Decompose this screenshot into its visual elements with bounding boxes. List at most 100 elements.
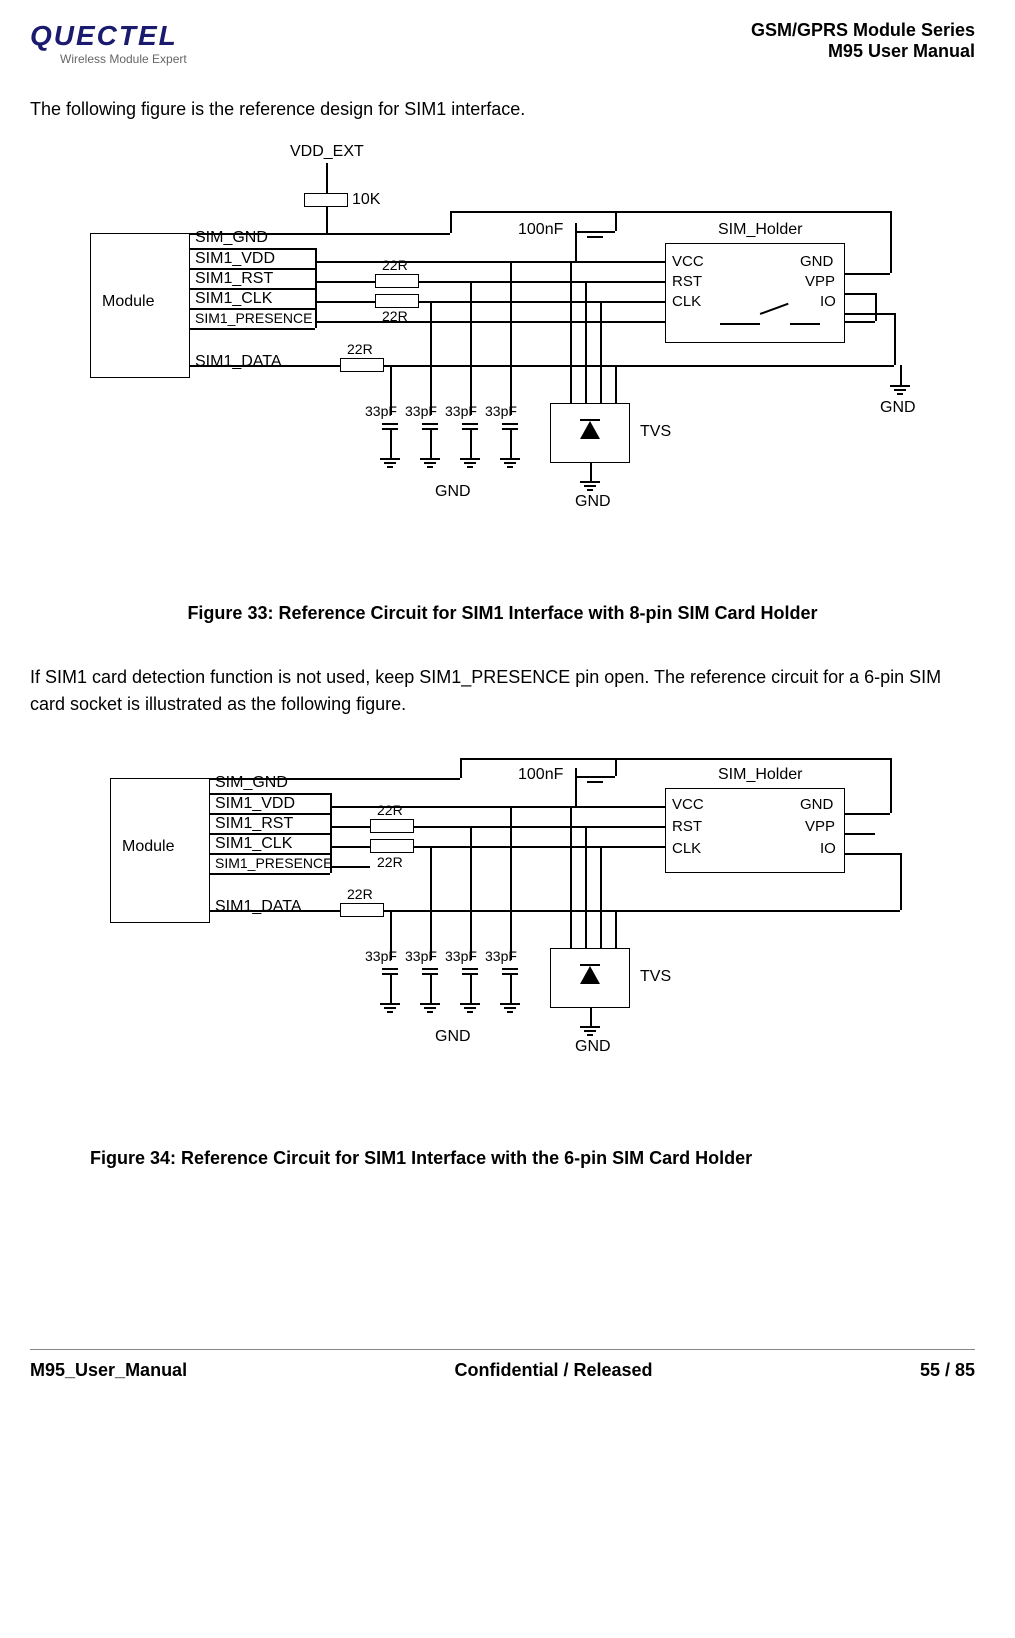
wire <box>575 231 587 233</box>
holder-rst: RST <box>672 818 702 835</box>
wire <box>845 293 875 295</box>
figure-34-diagram: Module SIM_GND SIM1_VDD SIM1_RST SIM1_CL… <box>30 738 975 1128</box>
wire <box>460 758 462 778</box>
resistor-22r-rst <box>370 819 414 833</box>
wire <box>414 826 665 828</box>
resistor-22r-rst <box>375 274 419 288</box>
wire <box>450 211 890 213</box>
header-right: GSM/GPRS Module Series M95 User Manual <box>751 20 975 62</box>
tvs-label: TVS <box>640 423 671 441</box>
wire <box>190 365 340 367</box>
sig-sim1-vdd: SIM1_VDD <box>195 250 275 268</box>
wire <box>845 813 890 815</box>
wire <box>900 365 902 385</box>
holder-vcc: VCC <box>672 796 704 813</box>
gnd-caps: GND <box>435 483 471 501</box>
wire <box>330 846 370 848</box>
holder-io: IO <box>820 293 836 310</box>
holder-rst: RST <box>672 273 702 290</box>
wire <box>450 211 452 233</box>
wire <box>600 301 602 403</box>
wire <box>470 973 472 1003</box>
wire <box>585 826 587 948</box>
wire <box>510 973 512 1003</box>
wire <box>315 281 375 283</box>
wire <box>890 211 892 273</box>
wire <box>470 826 472 960</box>
holder-clk: CLK <box>672 293 701 310</box>
gnd-tvs: GND <box>575 493 611 511</box>
mid-text: If SIM1 card detection function is not u… <box>30 664 975 718</box>
wire <box>845 833 875 835</box>
c33-1: 33pF <box>365 948 397 964</box>
wire <box>430 301 432 415</box>
wire <box>590 463 592 481</box>
sig-sim1-vdd: SIM1_VDD <box>215 795 295 813</box>
c33-4: 33pF <box>485 403 517 419</box>
r22-clk: 22R <box>377 854 403 870</box>
wire <box>315 301 375 303</box>
wire <box>575 776 587 778</box>
sig-sim1-rst: SIM1_RST <box>215 815 293 833</box>
tvs-diode-icon <box>580 966 600 984</box>
figure-33-diagram: VDD_EXT 10K Module SIM_GND SIM1_VDD SIM1… <box>30 143 975 583</box>
c-100nf: 100nF <box>518 221 563 239</box>
wire <box>210 778 460 780</box>
logo-block: QUECTEL Wireless Module Expert <box>30 20 187 66</box>
wire <box>430 973 432 1003</box>
wire <box>419 281 665 283</box>
module-label: Module <box>102 293 154 311</box>
wire <box>390 973 392 1003</box>
sig-sim1-rst: SIM1_RST <box>195 270 273 288</box>
holder-io: IO <box>820 840 836 857</box>
wire <box>875 293 877 321</box>
logo-main: QUECTEL <box>30 20 187 52</box>
resistor-22r-clk <box>375 294 419 308</box>
sim-holder-title: SIM_Holder <box>718 221 802 239</box>
logo-sub: Wireless Module Expert <box>60 52 187 66</box>
resistor-10k <box>304 193 348 207</box>
wire <box>315 261 665 263</box>
wire <box>790 323 820 325</box>
r-10k-label: 10K <box>352 191 380 209</box>
figure-33-caption: Figure 33: Reference Circuit for SIM1 In… <box>30 603 975 624</box>
wire <box>384 910 900 912</box>
sig-sim1-clk: SIM1_CLK <box>195 290 272 308</box>
holder-vcc: VCC <box>672 253 704 270</box>
holder-gnd: GND <box>800 253 833 270</box>
sig-sim-gnd: SIM_GND <box>215 774 288 792</box>
wire <box>590 1008 592 1026</box>
gnd-tvs: GND <box>575 1038 611 1056</box>
sig-sim1-data: SIM1_DATA <box>195 353 282 371</box>
wire <box>330 826 370 828</box>
sim-holder-title: SIM_Holder <box>718 766 802 784</box>
wire <box>900 853 902 910</box>
c33-2: 33pF <box>405 403 437 419</box>
wire <box>430 428 432 458</box>
wire <box>845 273 865 275</box>
page: QUECTEL Wireless Module Expert GSM/GPRS … <box>0 0 1015 1401</box>
resistor-22r-data <box>340 358 384 372</box>
wire <box>330 866 370 868</box>
sig-sim1-pres: SIM1_PRESENCE <box>215 855 332 871</box>
wire <box>326 163 328 193</box>
r22-rst: 22R <box>382 257 408 273</box>
holder-vpp: VPP <box>805 273 835 290</box>
wire <box>845 313 895 315</box>
sig-sim1-data: SIM1_DATA <box>215 898 302 916</box>
footer-center: Confidential / Released <box>454 1360 652 1381</box>
wire <box>575 768 577 806</box>
wire <box>603 776 615 778</box>
wire <box>615 758 617 776</box>
wire <box>615 211 617 231</box>
page-header: QUECTEL Wireless Module Expert GSM/GPRS … <box>30 20 975 66</box>
wire <box>845 853 900 855</box>
wire <box>414 846 665 848</box>
r22-data: 22R <box>347 886 373 902</box>
tvs-label: TVS <box>640 968 671 986</box>
resistor-22r-clk <box>370 839 414 853</box>
c33-3: 33pF <box>445 948 477 964</box>
wire <box>190 233 450 235</box>
tvs-diode-icon <box>580 421 600 439</box>
footer-left: M95_User_Manual <box>30 1360 187 1381</box>
